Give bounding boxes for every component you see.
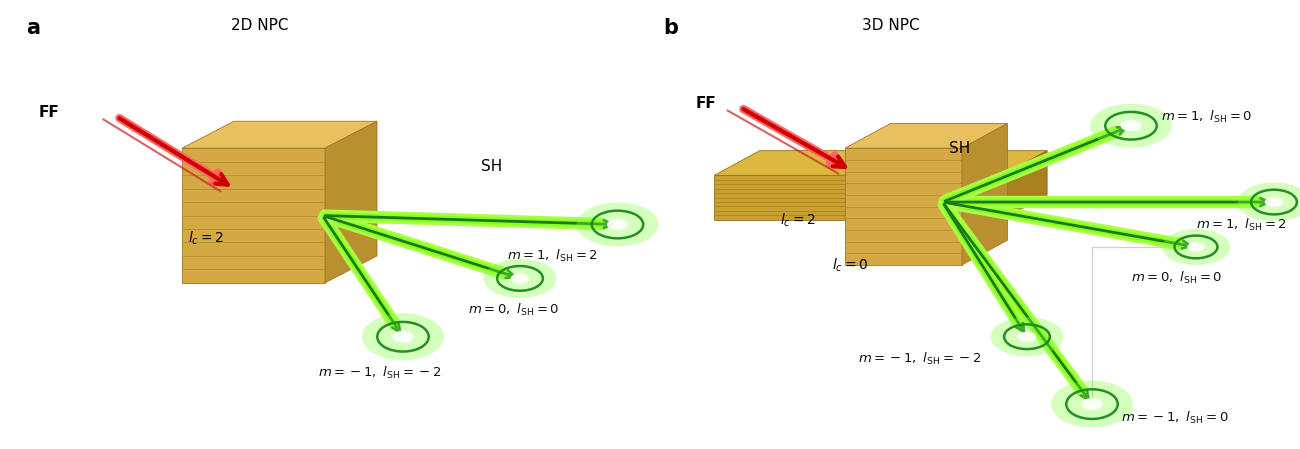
Text: $\it{l}_c = 2$: $\it{l}_c = 2$ [188, 229, 225, 247]
Text: $m = 0,\ \it{l}_{\rm SH} = 0$: $m = 0,\ \it{l}_{\rm SH} = 0$ [468, 302, 559, 318]
Text: 2D NPC: 2D NPC [231, 18, 289, 33]
Text: 3D NPC: 3D NPC [862, 18, 919, 33]
Text: SH: SH [481, 158, 502, 174]
Ellipse shape [511, 273, 529, 283]
Ellipse shape [1187, 242, 1205, 251]
Ellipse shape [1121, 120, 1141, 132]
Ellipse shape [1018, 332, 1036, 342]
Polygon shape [182, 121, 377, 148]
Polygon shape [1002, 150, 1048, 220]
Polygon shape [325, 121, 377, 283]
Polygon shape [962, 123, 1008, 265]
Polygon shape [845, 148, 962, 265]
Ellipse shape [393, 330, 413, 343]
Polygon shape [715, 150, 1048, 175]
Ellipse shape [607, 219, 628, 230]
Text: $m = -1,\ \it{l}_{\rm SH} = -2$: $m = -1,\ \it{l}_{\rm SH} = -2$ [858, 351, 982, 367]
Text: b: b [663, 18, 679, 38]
Ellipse shape [1162, 229, 1230, 265]
Text: FF: FF [39, 105, 60, 120]
Text: $m = 1,\ \it{l}_{\rm SH} = 2$: $m = 1,\ \it{l}_{\rm SH} = 2$ [507, 248, 598, 264]
Ellipse shape [484, 259, 556, 298]
Ellipse shape [1238, 182, 1300, 222]
Ellipse shape [576, 202, 659, 247]
Polygon shape [845, 123, 1008, 148]
Ellipse shape [1265, 197, 1283, 207]
Text: $m = 0,\ \it{l}_{\rm SH} = 0$: $m = 0,\ \it{l}_{\rm SH} = 0$ [1131, 270, 1222, 286]
Text: $\it{l}_c = 2$: $\it{l}_c = 2$ [780, 211, 816, 229]
Text: FF: FF [696, 96, 716, 111]
Text: $\it{l}_c = 0$: $\it{l}_c = 0$ [832, 256, 868, 274]
Ellipse shape [1050, 381, 1134, 427]
Text: a: a [26, 18, 40, 38]
Ellipse shape [361, 313, 443, 360]
Polygon shape [715, 175, 1002, 220]
Text: $m = 1,\ \it{l}_{\rm SH} = 2$: $m = 1,\ \it{l}_{\rm SH} = 2$ [1196, 216, 1287, 233]
Text: $m = -1,\ \it{l}_{\rm SH} = -2$: $m = -1,\ \it{l}_{\rm SH} = -2$ [318, 365, 442, 381]
Text: SH: SH [949, 141, 970, 156]
Text: $m = -1,\ \it{l}_{\rm SH} = 0$: $m = -1,\ \it{l}_{\rm SH} = 0$ [1121, 409, 1228, 426]
Polygon shape [182, 148, 325, 283]
Ellipse shape [991, 317, 1063, 357]
Ellipse shape [1082, 398, 1102, 410]
Text: $m = 1,\ \it{l}_{\rm SH} = 0$: $m = 1,\ \it{l}_{\rm SH} = 0$ [1161, 109, 1252, 125]
Ellipse shape [1089, 104, 1173, 148]
